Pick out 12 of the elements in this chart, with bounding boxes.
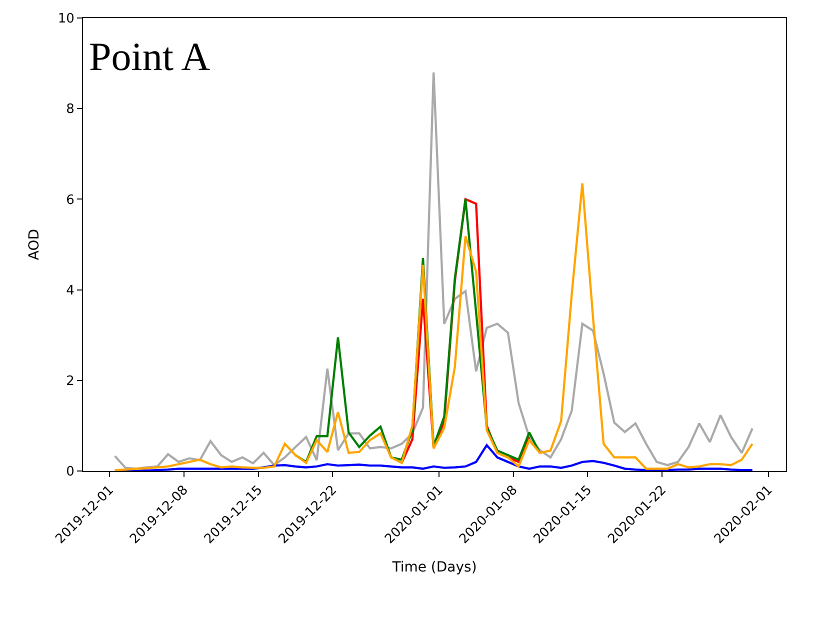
x-axis-title: Time (Days) [391,559,477,576]
line-series [114,71,754,470]
annotation: Point A [89,34,210,79]
y-tick-label: 0 [66,464,74,480]
line-series [114,182,754,471]
line-series [400,198,530,464]
y-tick-label: 10 [58,12,74,27]
y-tick-label: 8 [66,102,74,118]
y-tick-label: 6 [66,192,74,208]
y-tick-label: 2 [66,374,74,389]
y-tick-label: 4 [66,283,74,298]
y-axis-title: AOD [26,228,42,260]
